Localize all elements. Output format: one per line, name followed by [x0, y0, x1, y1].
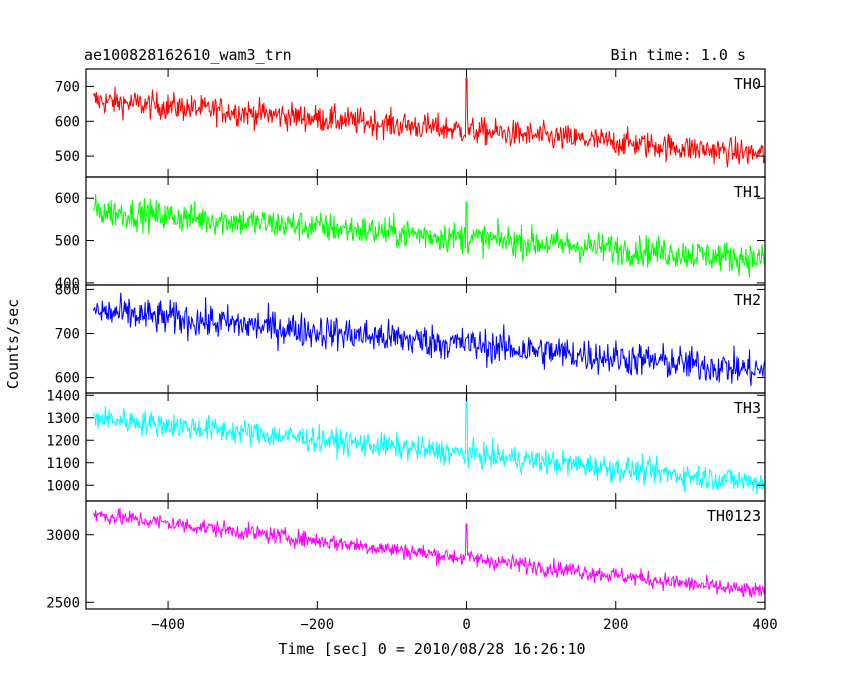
y-tick-label: 600 [55, 371, 80, 387]
panel-label-th2: TH2 [734, 291, 761, 309]
x-tick-label: −200 [300, 617, 334, 633]
y-tick-label: 500 [55, 234, 80, 250]
y-tick-label: 600 [55, 114, 80, 130]
x-tick-label: 200 [603, 617, 628, 633]
panel-label-th3: TH3 [734, 399, 761, 417]
y-tick-label: 2500 [46, 595, 80, 611]
bin-time-label: Bin time: 1.0 s [611, 46, 746, 64]
y-axis-label: Counts/sec [4, 299, 22, 389]
x-axis-label: Time [sec] 0 = 2010/08/28 16:26:10 [278, 640, 585, 658]
y-tick-label: 700 [55, 326, 80, 342]
panel-th0: 500 600 700 TH0 [55, 68, 766, 178]
x-axis: −400 −200 0 200 400 [151, 617, 777, 633]
x-tick-label: 0 [462, 617, 470, 633]
series-line-th0 [93, 77, 765, 168]
y-tick-label: 400 [55, 276, 80, 292]
panel-th2: 600 700 800 TH2 [55, 282, 766, 394]
chart-title: ae100828162610_wam3_trn [84, 46, 292, 64]
y-tick-label: 700 [55, 79, 80, 95]
panel-th1: 400 500 600 TH1 [55, 176, 766, 292]
series-line-th0123 [93, 507, 765, 599]
x-tick-label: 400 [752, 617, 777, 633]
panel-th3: 1000 1100 1200 1300 1400 TH3 [46, 388, 766, 502]
panel-frame [85, 176, 766, 286]
panel-th0123: 2500 3000 TH0123 [46, 500, 766, 611]
y-tick-label: 1100 [46, 456, 80, 472]
panel-frame [85, 500, 766, 610]
series-line-th1 [93, 193, 765, 278]
y-tick-label: 1200 [46, 433, 80, 449]
panel-label-th0: TH0 [734, 75, 761, 93]
y-tick-label: 500 [55, 149, 80, 165]
panel-label-th0123: TH0123 [707, 507, 761, 525]
panel-label-th1: TH1 [734, 183, 761, 201]
y-tick-label: 1300 [46, 411, 80, 427]
series-line-th2 [93, 292, 765, 387]
panel-frame [85, 392, 766, 502]
x-tick-label: −400 [151, 617, 185, 633]
panels-group: 500 600 700 TH0 400 500 600 TH1 600 700 800 TH2 1000… [46, 68, 766, 611]
y-tick-label: 800 [55, 282, 80, 298]
series-line-th3 [93, 394, 765, 495]
y-tick-label: 600 [55, 191, 80, 207]
y-tick-label: 1000 [46, 478, 80, 494]
y-tick-label: 1400 [46, 388, 80, 404]
y-tick-label: 3000 [46, 528, 80, 544]
